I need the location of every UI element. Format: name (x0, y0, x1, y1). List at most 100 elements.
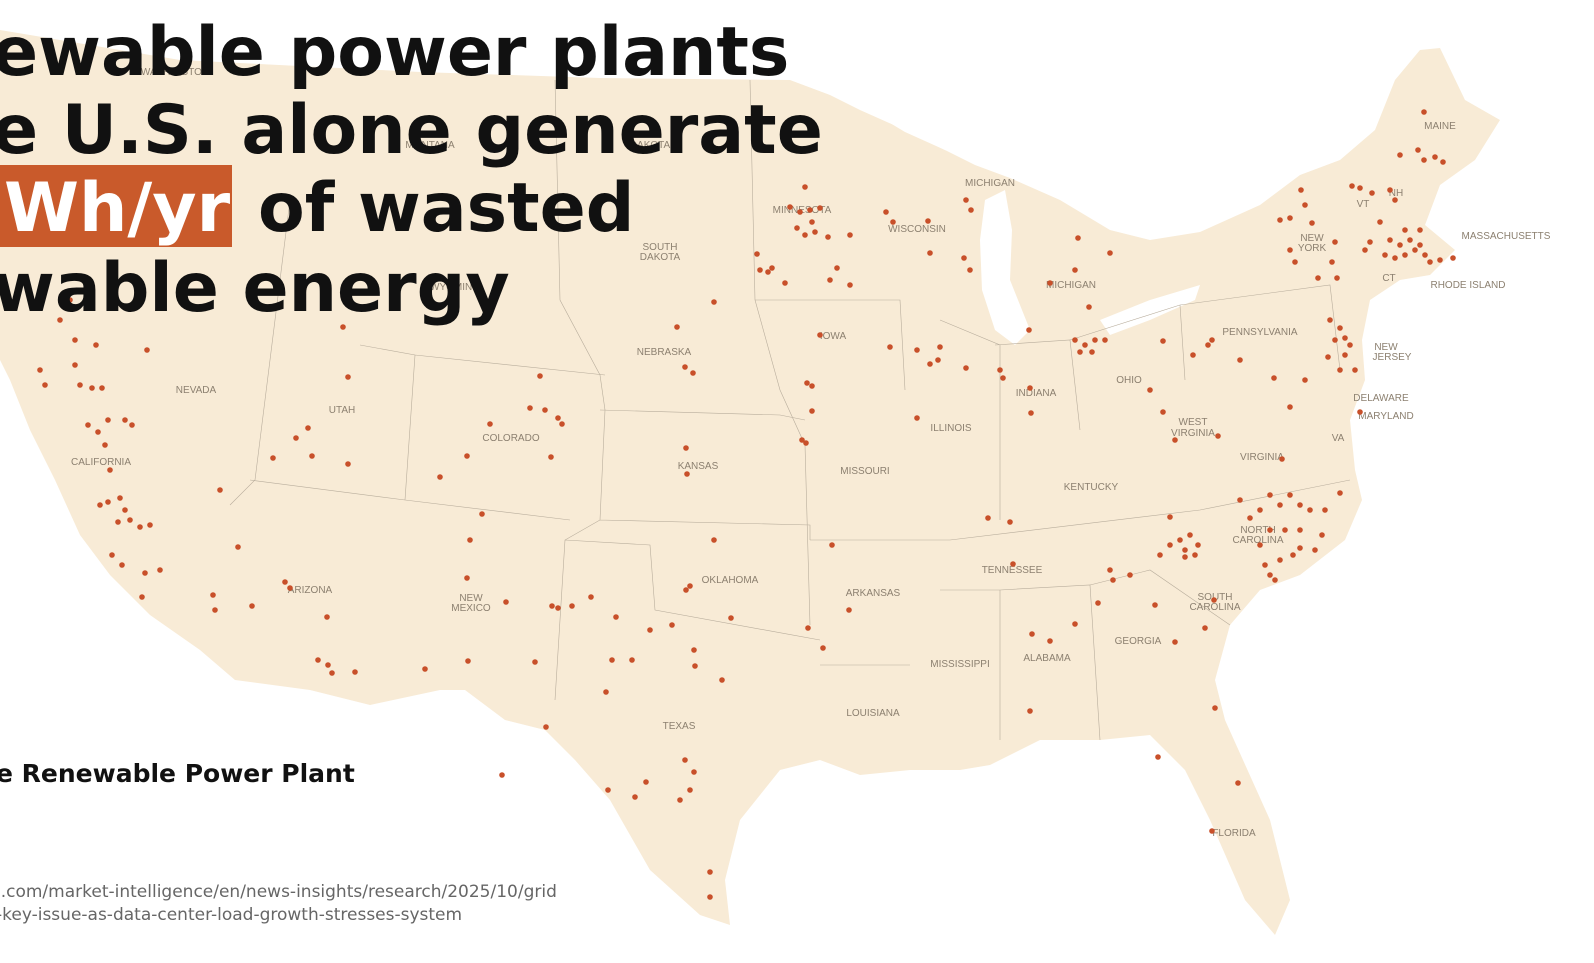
plant-marker (537, 373, 543, 379)
plant-marker (719, 677, 725, 683)
lake-michigan (980, 190, 1030, 345)
plant-marker (820, 645, 826, 651)
plant-marker (555, 415, 561, 421)
plant-marker (804, 380, 810, 386)
source-line: -key-issue-as-data-center-load-growth-st… (0, 905, 462, 925)
plant-marker (754, 251, 760, 257)
plant-marker (609, 657, 615, 663)
plant-marker (352, 669, 358, 675)
plant-marker (1072, 337, 1078, 343)
plant-marker (37, 367, 43, 373)
plant-marker (287, 585, 293, 591)
legend-label: e Renewable Power Plant (0, 759, 355, 788)
plant-marker (1412, 247, 1418, 253)
plant-marker (682, 364, 688, 370)
plant-marker (1211, 597, 1217, 603)
state-label: NEBRASKA (637, 347, 692, 358)
plant-marker (1337, 367, 1343, 373)
plant-marker (1262, 562, 1268, 568)
plant-marker (613, 614, 619, 620)
plant-marker (1277, 557, 1283, 563)
plant-marker (1172, 639, 1178, 645)
plant-marker (1247, 515, 1253, 521)
plant-marker (629, 657, 635, 663)
plant-marker (1029, 631, 1035, 637)
plant-marker (817, 332, 823, 338)
plant-marker (1267, 527, 1273, 533)
state-label: CALIFORNIA (71, 457, 131, 468)
plant-marker (1237, 497, 1243, 503)
plant-marker (217, 487, 223, 493)
plant-marker (669, 622, 675, 628)
plant-marker (1026, 327, 1032, 333)
plant-marker (794, 225, 800, 231)
plant-marker (1110, 577, 1116, 583)
plant-marker (139, 594, 145, 600)
plant-marker (345, 374, 351, 380)
plant-marker (1432, 154, 1438, 160)
plant-marker (1209, 828, 1215, 834)
plant-marker (1297, 527, 1303, 533)
plant-marker (1337, 490, 1343, 496)
plant-marker (1257, 542, 1263, 548)
state-label: YORK (1298, 243, 1327, 254)
plant-marker (1160, 409, 1166, 415)
plant-marker (1342, 335, 1348, 341)
state-label: ARKANSAS (846, 588, 901, 599)
plant-marker (1205, 342, 1211, 348)
plant-marker (829, 542, 835, 548)
plant-marker (340, 324, 346, 330)
plant-marker (1077, 349, 1083, 355)
state-label: NEW (459, 593, 483, 604)
plant-marker (1357, 185, 1363, 191)
plant-marker (72, 362, 78, 368)
state-borders (229, 79, 1351, 741)
plant-marker (968, 207, 974, 213)
plant-marker (1182, 547, 1188, 553)
plant-marker (1287, 215, 1293, 221)
plant-marker (825, 234, 831, 240)
plant-marker (846, 607, 852, 613)
plant-marker (1312, 547, 1318, 553)
state-label: RHODE ISLAND (1430, 280, 1505, 291)
plant-marker (797, 209, 803, 215)
plant-marker (963, 365, 969, 371)
plant-marker (809, 408, 815, 414)
plant-marker (137, 524, 143, 530)
plant-marker (802, 232, 808, 238)
state-label: WASHINGTON (141, 67, 209, 78)
plant-marker (305, 425, 311, 431)
plant-marker (93, 342, 99, 348)
plant-marker (1397, 242, 1403, 248)
state-label: MICHIGAN (965, 178, 1015, 189)
plant-marker (1271, 375, 1277, 381)
plant-marker (1007, 519, 1013, 525)
state-label: WYOMING (430, 282, 480, 293)
plant-marker (1407, 237, 1413, 243)
plant-marker (1319, 532, 1325, 538)
plant-marker (1195, 542, 1201, 548)
state-label: NEVADA (176, 385, 217, 396)
plant-marker (799, 437, 805, 443)
plant-marker (569, 603, 575, 609)
state-label: LOUISIANA (846, 708, 900, 719)
plant-marker (1382, 252, 1388, 258)
state-label: NH (1389, 188, 1403, 199)
plant-marker (99, 385, 105, 391)
plant-marker (1421, 109, 1427, 115)
plant-marker (1297, 545, 1303, 551)
plant-marker (927, 361, 933, 367)
state-label: SOUTH (643, 242, 678, 253)
plant-marker (1357, 409, 1363, 415)
plant-marker (847, 232, 853, 238)
plant-marker (643, 779, 649, 785)
plant-marker (809, 383, 815, 389)
plant-marker (687, 583, 693, 589)
plant-marker (467, 537, 473, 543)
plant-marker (1089, 349, 1095, 355)
plant-marker (210, 592, 216, 598)
plant-marker (1352, 367, 1358, 373)
plant-marker (1307, 507, 1313, 513)
plant-marker (1147, 387, 1153, 393)
plant-marker (1075, 235, 1081, 241)
